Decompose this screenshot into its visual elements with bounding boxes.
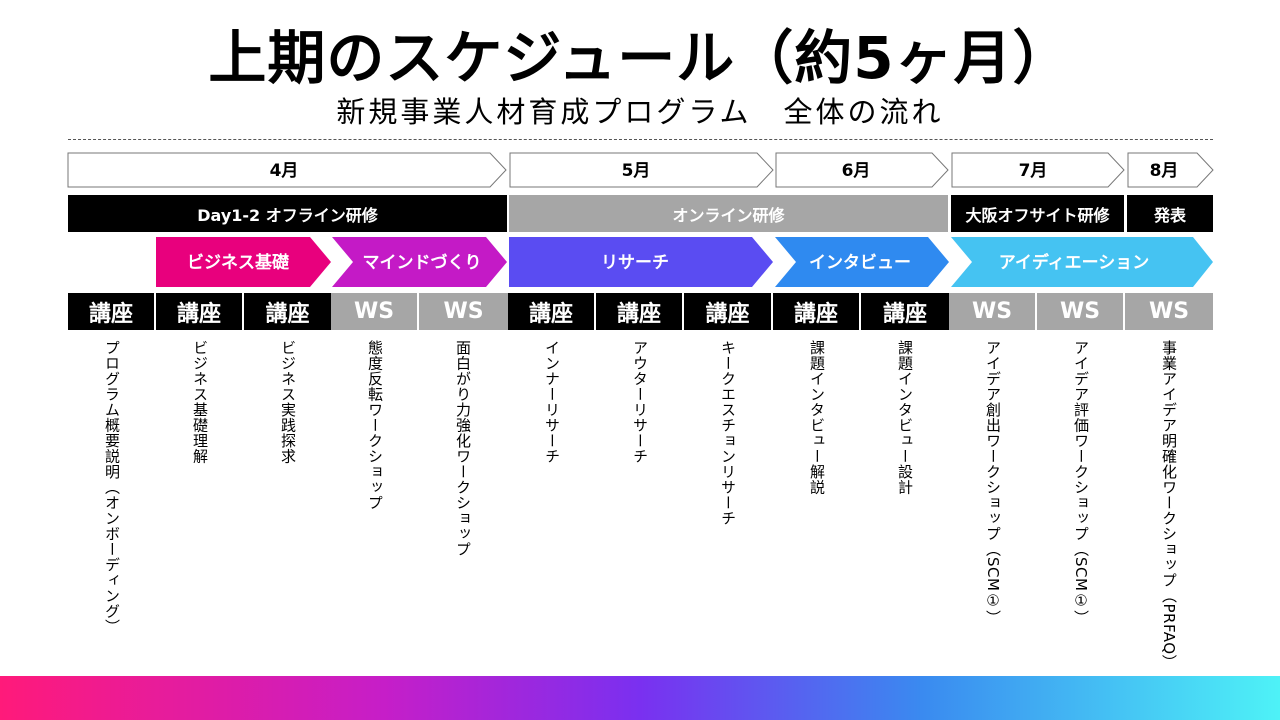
session-description-text: ビジネス実践探求 <box>279 340 297 464</box>
phase-business-basics: ビジネス基礎 <box>156 237 331 287</box>
band-offline-training: Day1-2 オフライン研修 <box>68 195 507 232</box>
session-description-text: キークエスチョンリサーチ <box>719 340 737 526</box>
phase-label: アイディエーション <box>999 252 1150 273</box>
session-cell: 講座 <box>68 293 156 330</box>
phase-ideation: アイディエーション <box>951 237 1213 287</box>
session-description: アイデア評価ワークショップ（SCM①） <box>1037 340 1125 675</box>
session-description-text: アイデア評価ワークショップ（SCM①） <box>1072 340 1090 626</box>
session-description: アウターリサーチ <box>596 340 684 675</box>
session-cell: WS <box>331 293 419 330</box>
session-cell: 講座 <box>156 293 244 330</box>
session-description-text: 面白がり力強化ワークショップ <box>454 340 472 557</box>
month-label: 6月 <box>842 161 871 181</box>
month-arrow-april: 4月 <box>67 152 507 188</box>
session-description: キークエスチョンリサーチ <box>684 340 772 675</box>
month-arrow-june: 6月 <box>775 152 949 188</box>
month-arrow-july: 7月 <box>951 152 1125 188</box>
gradient-footer-bar <box>0 676 1280 720</box>
session-description: 課題インタビュー設計 <box>861 340 949 675</box>
session-cell: WS <box>1037 293 1125 330</box>
session-cell: 講座 <box>508 293 596 330</box>
session-description: 課題インタビュー解説 <box>773 340 861 675</box>
session-description-text: アウターリサーチ <box>631 340 649 464</box>
month-label: 8月 <box>1150 161 1179 181</box>
phase-research: リサーチ <box>509 237 773 287</box>
month-label: 5月 <box>622 161 651 181</box>
phase-mindset: マインドづくり <box>332 237 507 287</box>
session-cell: 講座 <box>244 293 331 330</box>
phase-label: マインドづくり <box>363 253 482 273</box>
session-description-text: 課題インタビュー解説 <box>808 340 826 495</box>
session-description-text: アイデア創出ワークショップ（SCM①） <box>984 340 1002 626</box>
session-cell: 講座 <box>684 293 773 330</box>
session-cell: 講座 <box>773 293 861 330</box>
timeline-svg: 4月 5月 6月 7月 8月 ビジネス基礎 マインドづくり リサーチ インタビュ… <box>67 152 1214 287</box>
month-arrow-may: 5月 <box>509 152 774 188</box>
session-description-text: プログラム概要説明（オンボーディング） <box>103 340 121 635</box>
phase-interview: インタビュー <box>775 237 949 287</box>
band-osaka-offsite: 大阪オフサイト研修 <box>951 195 1124 232</box>
session-description: インナーリサーチ <box>508 340 596 675</box>
session-cell: WS <box>949 293 1037 330</box>
session-description: 事業アイデア明確化ワークショップ（PRFAQ） <box>1125 340 1213 675</box>
session-description: 面白がり力強化ワークショップ <box>419 340 507 675</box>
session-description-text: 事業アイデア明確化ワークショップ（PRFAQ） <box>1160 340 1178 671</box>
session-description-text: 課題インタビュー設計 <box>896 340 914 495</box>
band-presentation: 発表 <box>1127 195 1213 232</box>
session-description: ビジネス実践探求 <box>244 340 332 675</box>
dashed-divider <box>68 139 1213 140</box>
session-cell: 講座 <box>861 293 949 330</box>
page-title: 上期のスケジュール（約5ヶ月） <box>208 24 1072 92</box>
phase-label: リサーチ <box>601 253 669 273</box>
phase-label: インタビュー <box>809 253 911 273</box>
phase-label: ビジネス基礎 <box>187 252 290 273</box>
session-cell: WS <box>419 293 508 330</box>
month-label: 7月 <box>1019 161 1048 181</box>
band-online-training: オンライン研修 <box>509 195 948 232</box>
session-description: プログラム概要説明（オンボーディング） <box>68 340 156 675</box>
session-description: ビジネス基礎理解 <box>156 340 244 675</box>
session-cell: 講座 <box>596 293 684 330</box>
month-label: 4月 <box>270 161 299 181</box>
session-description-text: 態度反転ワークショップ <box>366 340 384 511</box>
session-description-text: ビジネス基礎理解 <box>191 340 209 464</box>
page-subtitle: 新規事業人材育成プログラム 全体の流れ <box>336 95 944 129</box>
session-cell: WS <box>1125 293 1213 330</box>
month-arrow-august: 8月 <box>1127 152 1214 188</box>
session-description-text: インナーリサーチ <box>543 340 561 464</box>
session-description: 態度反転ワークショップ <box>331 340 419 675</box>
session-description: アイデア創出ワークショップ（SCM①） <box>949 340 1037 675</box>
